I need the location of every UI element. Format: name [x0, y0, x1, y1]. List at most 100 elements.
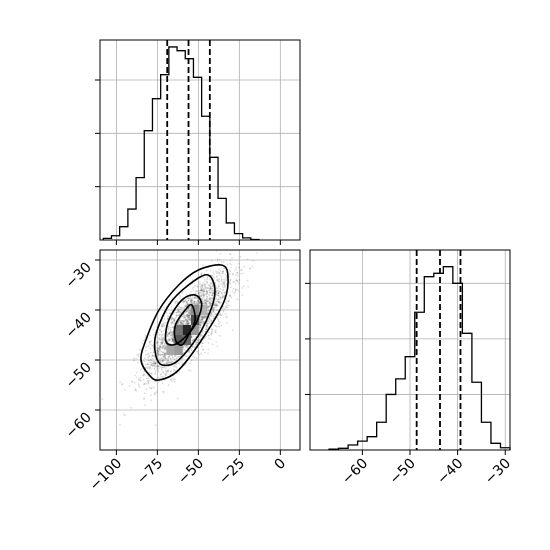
scatter-point: [164, 321, 166, 324]
scatter-point: [198, 302, 201, 304]
scatter-point: [179, 321, 182, 324]
scatter-point: [201, 332, 203, 334]
scatter-point: [203, 294, 205, 297]
scatter-point: [121, 383, 124, 385]
histogram-step-line: [328, 266, 511, 450]
scatter-point: [213, 304, 216, 307]
scatter-point: [217, 301, 220, 303]
scatter-point: [148, 359, 150, 362]
scatter-point: [219, 270, 222, 272]
scatter-point: [167, 370, 170, 373]
scatter-point: [143, 382, 146, 385]
scatter-point: [190, 299, 193, 301]
scatter-point: [171, 356, 174, 358]
scatter-point: [179, 312, 182, 314]
scatter-point: [161, 346, 164, 349]
scatter-point: [217, 271, 220, 274]
scatter-point: [159, 361, 162, 363]
scatter-point: [204, 314, 206, 317]
scatter-point: [160, 367, 163, 370]
scatter-point: [141, 342, 144, 344]
scatter-point: [184, 311, 187, 314]
scatter-point: [205, 301, 207, 304]
scatter-point: [167, 328, 170, 331]
scatter-point: [164, 374, 167, 377]
histogram-panel-top-left: [95, 39, 301, 245]
scatter-point: [163, 358, 166, 360]
scatter-point: [197, 339, 199, 342]
scatter-point: [175, 362, 178, 365]
scatter-point: [200, 324, 203, 327]
scatter-point: [144, 334, 147, 337]
scatter-point: [168, 339, 171, 342]
scatter-point: [192, 355, 195, 358]
scatter-point: [205, 323, 208, 326]
scatter-point: [217, 322, 220, 325]
scatter-point: [188, 313, 191, 316]
histogram-bin: [177, 51, 185, 240]
scatter-point: [162, 322, 165, 325]
scatter-point: [158, 346, 161, 349]
scatter-point: [186, 297, 189, 300]
scatter-point: [181, 319, 184, 322]
scatter-point: [198, 292, 200, 295]
scatter-point: [172, 341, 175, 344]
scatter-point: [162, 345, 165, 348]
scatter-point: [176, 356, 178, 359]
scatter-point: [196, 303, 199, 306]
scatter-point: [241, 287, 244, 289]
scatter-point: [209, 282, 212, 285]
scatter-point: [177, 307, 180, 310]
scatter-point: [220, 280, 223, 283]
scatter-point: [189, 318, 191, 320]
scatter-point: [187, 307, 190, 310]
scatter-point: [236, 271, 239, 274]
scatter-point: [187, 297, 190, 300]
scatter-point: [169, 361, 172, 364]
scatter-point: [130, 380, 133, 383]
scatter-point: [178, 310, 181, 313]
scatter-point: [193, 301, 196, 304]
scatter-point: [234, 288, 237, 290]
scatter-point: [212, 288, 215, 291]
scatter-point: [158, 345, 161, 348]
scatter-point: [180, 322, 183, 325]
scatter-point: [210, 328, 213, 331]
scatter-point: [223, 294, 226, 297]
scatter-point: [158, 353, 160, 356]
scatter-point: [198, 301, 201, 304]
scatter-point: [161, 325, 164, 327]
scatter-point: [195, 301, 198, 303]
scatter-point: [166, 362, 168, 365]
scatter-point: [150, 363, 153, 366]
scatter-point: [157, 354, 159, 357]
scatter-point: [202, 320, 205, 323]
scatter-point: [178, 314, 180, 317]
scatter-point: [220, 279, 223, 282]
scatter-point: [212, 308, 215, 311]
scatter-point: [177, 309, 179, 311]
scatter-point: [143, 382, 146, 385]
scatter-point: [190, 291, 193, 293]
scatter-point: [171, 321, 174, 324]
scatter-point: [202, 293, 205, 296]
scatter-point: [197, 299, 200, 301]
scatter-point: [190, 336, 193, 339]
scatter-point: [223, 284, 226, 287]
scatter-point: [137, 361, 139, 364]
scatter-point: [151, 362, 154, 365]
scatter-point: [191, 299, 194, 302]
scatter-point: [209, 298, 212, 301]
scatter-point: [186, 309, 189, 312]
scatter-point: [211, 275, 214, 277]
scatter-point: [222, 282, 225, 285]
scatter-point: [212, 306, 215, 309]
scatter-point: [200, 284, 203, 287]
scatter-point: [229, 259, 232, 261]
scatter-point: [164, 355, 167, 358]
scatter-point: [166, 357, 169, 360]
scatter-point: [211, 294, 214, 297]
scatter-point: [242, 272, 244, 275]
scatter-point: [188, 310, 190, 313]
